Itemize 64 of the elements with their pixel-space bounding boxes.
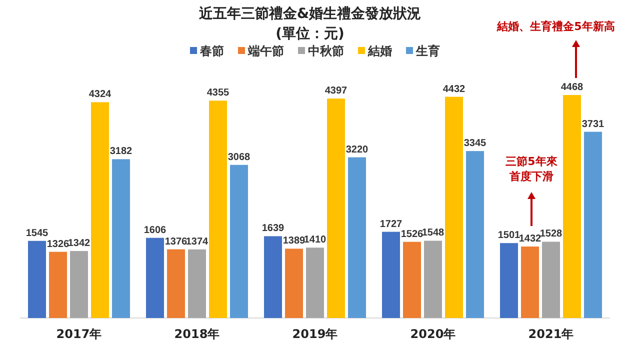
bar [521, 246, 539, 318]
data-label: 1374 [186, 236, 209, 248]
legend-label: 春節 [199, 44, 224, 58]
bar [327, 98, 345, 318]
legend-label: 生育 [415, 44, 440, 58]
x-tick-label: 2017年 [56, 327, 102, 341]
bar [306, 248, 324, 318]
x-tick-label: 2020年 [410, 327, 456, 341]
data-label: 4468 [560, 82, 584, 93]
data-label: 1545 [26, 228, 49, 239]
data-label: 1727 [380, 218, 403, 230]
data-label: 4397 [324, 86, 348, 97]
legend-label: 端午節 [247, 44, 284, 58]
data-label: 1501 [498, 230, 521, 242]
data-label: 3345 [464, 138, 487, 150]
data-label: 3182 [110, 146, 133, 158]
data-label: 3068 [228, 152, 251, 163]
bar [112, 159, 130, 318]
bar [542, 242, 560, 318]
bar [500, 243, 518, 318]
chart-subtitle: (單位：元) [276, 26, 344, 42]
bar [146, 238, 164, 318]
data-label: 1410 [304, 234, 327, 246]
bar [49, 252, 67, 318]
bar [584, 132, 602, 318]
bar [285, 248, 303, 318]
data-label: 1639 [262, 223, 285, 234]
legend-label: 結婚 [367, 44, 392, 58]
data-label: 1548 [422, 228, 445, 239]
bar [188, 249, 206, 318]
bar [28, 240, 46, 318]
data-label: 1526 [400, 228, 424, 240]
bar [209, 100, 227, 318]
data-label: 4324 [88, 89, 112, 100]
bar [445, 96, 463, 318]
bar [91, 102, 109, 318]
bar [167, 249, 185, 318]
data-label: 1342 [68, 238, 91, 250]
bar [348, 157, 366, 318]
bar [563, 95, 581, 318]
x-tick-label: 2018年 [174, 327, 220, 341]
data-label: 1432 [518, 234, 542, 245]
bar [403, 242, 421, 318]
bar [466, 151, 484, 318]
x-tick-label: 2021年 [528, 327, 574, 341]
bar [264, 236, 282, 318]
data-label: 1376 [164, 236, 188, 248]
x-tick-label: 2019年 [292, 327, 338, 341]
bar [382, 232, 400, 318]
annotation: 三節5年來首度下滑 [506, 155, 558, 183]
chart-title: 近五年三節禮金&婚生禮金發放狀況 [198, 5, 422, 22]
data-label: 4432 [442, 84, 466, 95]
bar [230, 164, 248, 318]
data-label: 1606 [144, 224, 167, 236]
data-label: 4355 [206, 88, 230, 99]
legend-label: 中秋節 [308, 44, 344, 58]
data-label: 1528 [540, 228, 563, 240]
bar [70, 251, 88, 318]
data-label: 1389 [282, 236, 306, 247]
bar [424, 240, 442, 318]
data-label: 3220 [346, 144, 369, 156]
data-label: 1326 [46, 238, 70, 250]
text: 結婚、生育禮金5年新高 [496, 20, 615, 33]
data-label: 3731 [582, 118, 605, 130]
